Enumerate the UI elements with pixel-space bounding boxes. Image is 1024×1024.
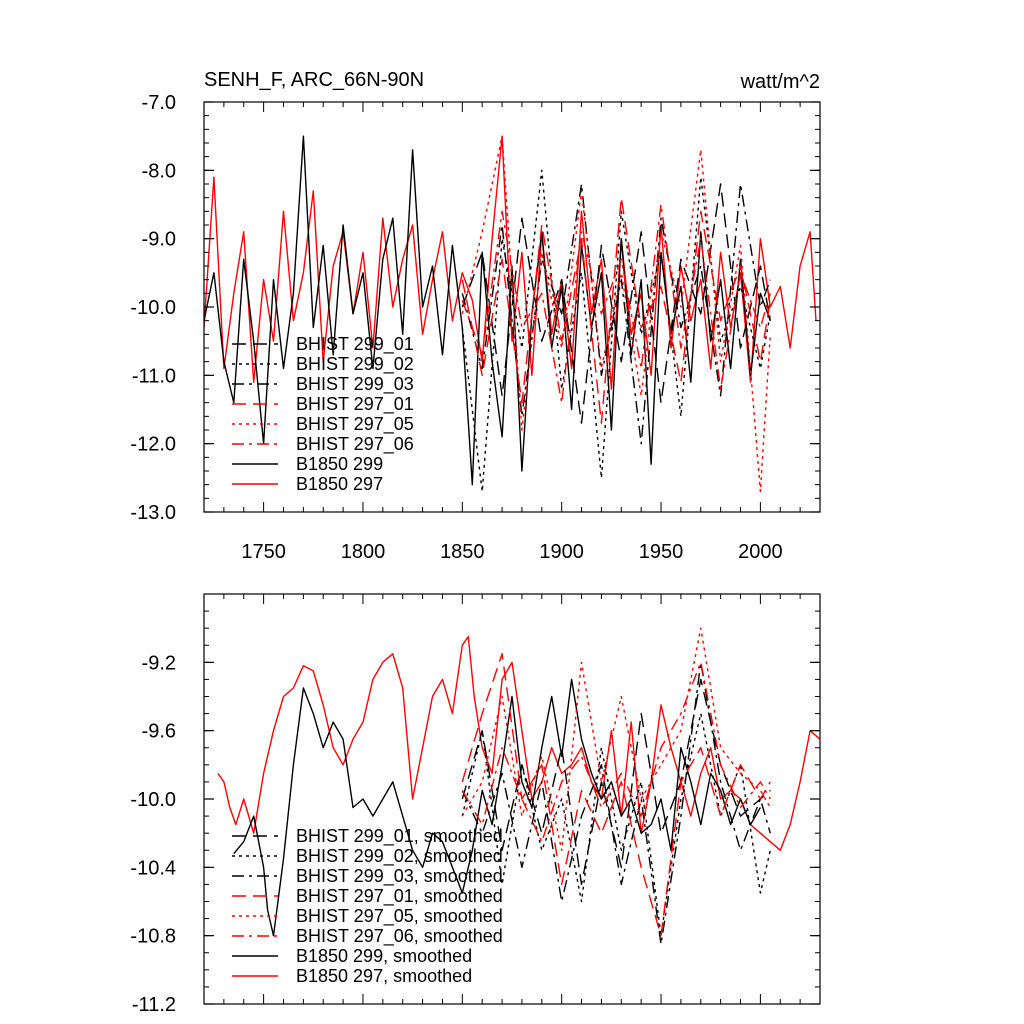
top-series-bhist-297-05 bbox=[461, 135, 771, 493]
legend-label: B1850 297, smoothed bbox=[296, 966, 472, 986]
top-y-tick-label: -9.0 bbox=[142, 229, 176, 251]
bottom-series-bhist-297-05-smoothed bbox=[461, 627, 771, 851]
top-x-tick-label: 1750 bbox=[241, 541, 286, 563]
bottom-y-tick-label: -10.0 bbox=[130, 789, 176, 811]
top-x-tick-label: 2000 bbox=[738, 541, 783, 563]
top-y-tick-label: -7.0 bbox=[142, 92, 176, 114]
legend-label: BHIST 299_03 bbox=[296, 374, 414, 395]
bottom-series-group bbox=[217, 627, 821, 945]
bottom-y-tick-label: -11.2 bbox=[132, 994, 176, 1016]
bottom-panel: -9.2 -9.6 -10.0 -10.4 -10.8 -11.2 BHIST 299_0… bbox=[130, 593, 821, 1016]
bottom-y-tick-label: -9.2 bbox=[142, 652, 176, 674]
legend-label: BHIST 297_06, smoothed bbox=[296, 926, 503, 947]
bottom-series-b1850-299-smoothed bbox=[233, 678, 762, 937]
top-y-tick-label: -12.0 bbox=[130, 434, 176, 456]
top-y-tick-label: -11.0 bbox=[132, 365, 176, 387]
legend-label: BHIST 299_01, smoothed bbox=[296, 826, 503, 847]
top-x-tick-label: 1950 bbox=[639, 541, 684, 563]
top-panel: -7.0 -8.0 -9.0 -10.0 -11.0 -12.0 -13.0 1750 1800… bbox=[130, 92, 821, 563]
bottom-series-b1850-297-smoothed bbox=[217, 636, 821, 851]
legend-label: BHIST 297_01, smoothed bbox=[296, 886, 503, 907]
top-y-tick-label: -8.0 bbox=[142, 160, 176, 182]
top-series-bhist-299-01 bbox=[461, 183, 771, 424]
bottom-y-tick-label: -10.4 bbox=[130, 857, 176, 879]
legend-label: BHIST 299_01 bbox=[296, 334, 414, 355]
units-label: watt/m^2 bbox=[740, 71, 820, 93]
top-x-tick-label: 1900 bbox=[539, 541, 584, 563]
top-ticks-group: -7.0 -8.0 -9.0 -10.0 -11.0 -12.0 -13.0 1750 1800… bbox=[130, 92, 821, 563]
top-series-bhist-299-02 bbox=[461, 169, 771, 493]
top-series-bhist-297-06 bbox=[461, 203, 771, 404]
bottom-series-bhist-297-01-smoothed bbox=[461, 653, 771, 937]
bottom-series-bhist-299-01-smoothed bbox=[461, 678, 771, 886]
top-y-tick-label: -13.0 bbox=[130, 502, 176, 524]
bottom-ticks-group: -9.2 -9.6 -10.0 -10.4 -10.8 -11.2 bbox=[130, 593, 821, 1016]
bottom-y-tick-label: -10.8 bbox=[130, 926, 176, 948]
legend-label: B1850 299, smoothed bbox=[296, 946, 472, 966]
bottom-series-bhist-297-06-smoothed bbox=[461, 661, 771, 843]
top-y-tick-label: -10.0 bbox=[130, 297, 176, 319]
legend-label: BHIST 297_05, smoothed bbox=[296, 906, 503, 927]
chart-title: SENH_F, ARC_66N-90N bbox=[204, 69, 424, 91]
bottom-series-bhist-299-03-smoothed bbox=[461, 661, 771, 945]
top-x-tick-label: 1850 bbox=[440, 541, 485, 563]
top-series-group bbox=[203, 135, 817, 493]
top-series-b1850-297 bbox=[203, 135, 817, 390]
bottom-y-tick-label: -9.6 bbox=[142, 721, 176, 743]
top-series-bhist-297-01 bbox=[461, 196, 771, 424]
top-series-bhist-299-03 bbox=[461, 183, 771, 445]
legend-label: BHIST 297_06 bbox=[296, 434, 414, 455]
legend-label: BHIST 297_05 bbox=[296, 414, 414, 435]
legend-label: BHIST 299_02 bbox=[296, 354, 414, 375]
legend-label: BHIST 299_02, smoothed bbox=[296, 846, 503, 867]
bottom-series-bhist-299-02-smoothed bbox=[461, 712, 771, 937]
legend-label: BHIST 299_03, smoothed bbox=[296, 866, 503, 887]
top-x-tick-label: 1800 bbox=[341, 541, 386, 563]
legend-label: BHIST 297_01 bbox=[296, 394, 414, 415]
legend-label: B1850 297 bbox=[296, 474, 383, 494]
legend-label: B1850 299 bbox=[296, 454, 383, 474]
